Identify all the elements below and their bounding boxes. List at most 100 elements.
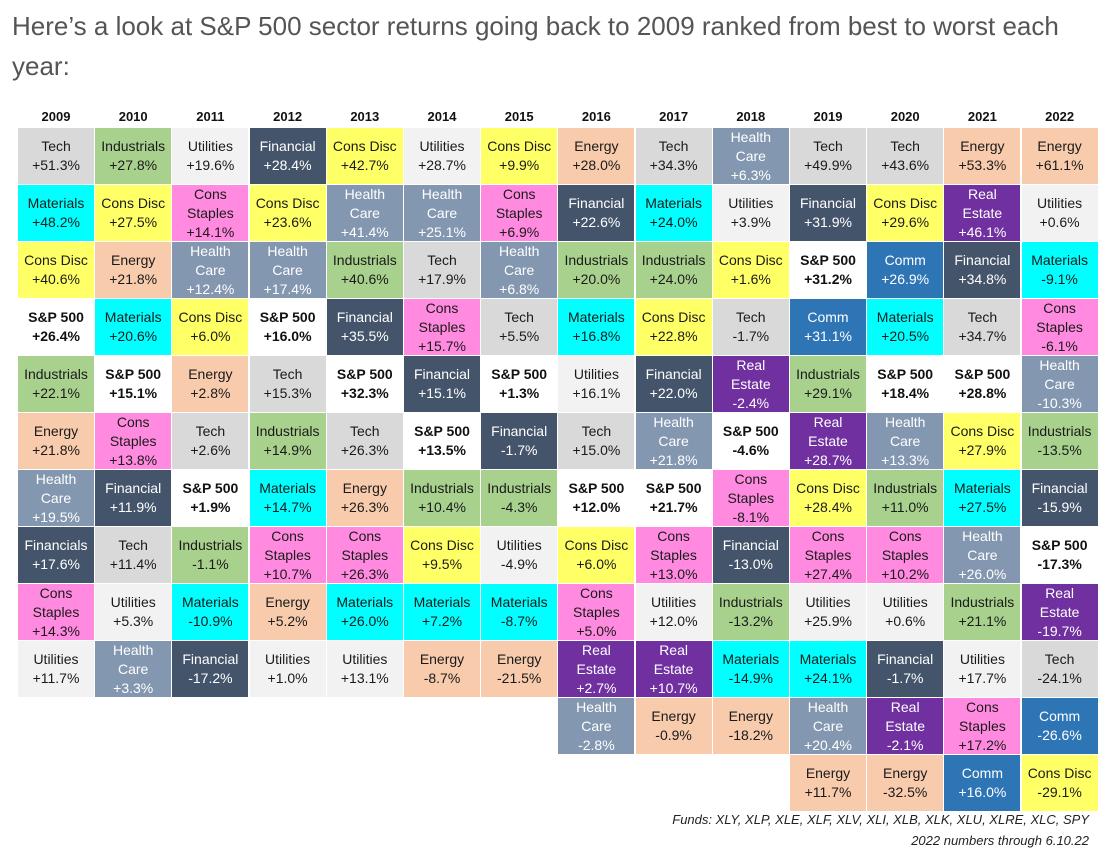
cell-2011-energy: Energy +2.8% [172, 356, 249, 412]
sector-name: Financial [105, 480, 162, 496]
cell-2018-utilities: Utilities +3.9% [712, 185, 789, 241]
cell-2019-financial: Financial +31.9% [790, 185, 866, 241]
sector-name: Health [344, 185, 386, 202]
cell-2018-tech: Tech -1.7% [712, 299, 789, 355]
cell-2019-energy: Energy +11.7% [790, 755, 866, 811]
return-value: -24.1% [1037, 670, 1082, 686]
sector-name: Care [581, 717, 612, 734]
sector-name: Financial [877, 651, 934, 667]
sector-name: Estate [808, 432, 848, 449]
return-value: +0.6% [885, 613, 926, 629]
return-value: +16.1% [572, 385, 621, 401]
sector-name: Cons [888, 527, 922, 544]
cell-2017-materials: Materials +24.0% [635, 185, 712, 241]
return-value: +5.5% [499, 328, 540, 344]
return-value: +27.4% [804, 565, 852, 582]
sector-name: Care [658, 432, 689, 449]
sector-name: Cons Disc [641, 309, 706, 325]
return-value: +3.9% [730, 214, 771, 230]
cell-2013-materials: Materials +26.0% [326, 584, 403, 640]
sector-name: Cons [1043, 299, 1076, 316]
return-value: +5.3% [113, 613, 154, 629]
sector-name: Staples [109, 432, 157, 449]
sector-name: Cons Disc [487, 138, 552, 154]
cell-2009-cons-staples: Cons Staples +14.3% [18, 584, 94, 640]
return-value: +42.7% [340, 157, 389, 173]
sector-name: Real [581, 641, 611, 658]
cell-2011-utilities: Utilities +19.6% [172, 128, 249, 184]
cell-2021-financial: Financial +34.8% [944, 242, 1021, 298]
year-header-2018: 2018 [736, 109, 766, 124]
return-value: +27.5% [958, 499, 1007, 515]
return-value: +19.6% [186, 157, 235, 173]
return-value: +32.3% [340, 385, 389, 401]
return-value: +1.9% [190, 499, 231, 515]
return-value: +15.1% [418, 385, 466, 401]
sector-name: Energy [33, 423, 79, 439]
return-value: +12.0% [572, 499, 621, 515]
cell-2012-sp-500: S&P 500 +16.0% [249, 299, 326, 355]
sector-name: Real [813, 413, 843, 430]
return-value: -2.8% [578, 736, 615, 753]
cell-2015-utilities: Utilities -4.9% [481, 527, 558, 583]
cell-2022-comm: Comm -26.6% [1021, 698, 1098, 754]
page-title: Here’s a look at S&P 500 sector returns … [12, 11, 1059, 81]
sector-name: Financials [24, 537, 88, 553]
return-value: -4.9% [500, 556, 538, 572]
cell-2021-cons-staples: Cons Staples +17.2% [944, 698, 1021, 754]
sector-name: Industrials [564, 252, 629, 268]
cell-2012-tech: Tech +15.3% [249, 356, 326, 412]
return-value: +6.8% [499, 280, 540, 297]
return-value: +5.2% [267, 613, 308, 629]
cell-2013-financial: Financial +35.5% [326, 299, 403, 355]
sector-name: Tech [736, 309, 766, 325]
sector-name: Real [736, 356, 766, 373]
sector-name: Staples [495, 204, 543, 221]
cell-2021-cons-disc: Cons Disc +27.9% [944, 413, 1021, 469]
return-value: +27.8% [109, 157, 158, 173]
sector-name: Cons Disc [796, 480, 860, 496]
sector-name: Cons [502, 185, 536, 202]
return-value: +1.6% [730, 271, 771, 287]
cell-2012-financial: Financial +28.4% [249, 128, 326, 184]
sector-name: Comm [961, 765, 1003, 781]
cell-2022-tech: Tech -24.1% [1021, 641, 1098, 697]
cell-2017-cons-staples: Cons Staples +13.0% [635, 527, 712, 583]
cell-2017-industrials: Industrials +24.0% [635, 242, 712, 298]
return-value: -13.0% [728, 556, 773, 572]
return-value: -26.6% [1037, 727, 1082, 743]
return-value: +7.2% [421, 613, 463, 629]
sector-name: Materials [336, 594, 394, 610]
cell-2010-sp-500: S&P 500 +15.1% [95, 356, 172, 412]
sector-name: Energy [265, 594, 310, 610]
return-value: +0.6% [1039, 214, 1080, 230]
cell-2014-cons-disc: Cons Disc +9.5% [404, 527, 480, 583]
sector-name: Care [1044, 375, 1075, 392]
return-value: +53.3% [958, 157, 1007, 173]
cell-2016-utilities: Utilities +16.1% [558, 356, 635, 412]
sector-name: Real [967, 185, 997, 202]
cell-2014-tech: Tech +17.9% [404, 242, 480, 298]
sector-name: Health [267, 242, 308, 259]
cell-2009-sp-500: S&P 500 +26.4% [18, 299, 94, 355]
sector-name: Care [118, 660, 149, 677]
sector-name: Energy [651, 708, 696, 724]
cell-2009-industrials: Industrials +22.1% [18, 356, 94, 412]
year-header-2022: 2022 [1045, 109, 1075, 124]
sector-name: Care [890, 432, 921, 449]
return-value: +46.1% [958, 223, 1007, 240]
return-value: +26.3% [340, 565, 389, 582]
cell-2009-cons-disc: Cons Disc +40.6% [18, 242, 94, 298]
return-value: +19.5% [32, 508, 80, 525]
sector-name: Utilities [496, 537, 542, 553]
sector-name: Tech [581, 423, 612, 439]
return-value: +26.4% [32, 328, 80, 344]
return-value: +28.0% [572, 157, 621, 173]
cell-2016-sp-500: S&P 500 +12.0% [558, 470, 635, 526]
sector-name: Care [504, 261, 535, 278]
sector-name: S&P 500 [105, 366, 162, 382]
cell-2011-industrials: Industrials -1.1% [172, 527, 249, 583]
cell-2015-sp-500: S&P 500 +1.3% [481, 356, 558, 412]
sector-name: Industrials [873, 480, 938, 496]
sector-name: Health [1039, 356, 1080, 373]
